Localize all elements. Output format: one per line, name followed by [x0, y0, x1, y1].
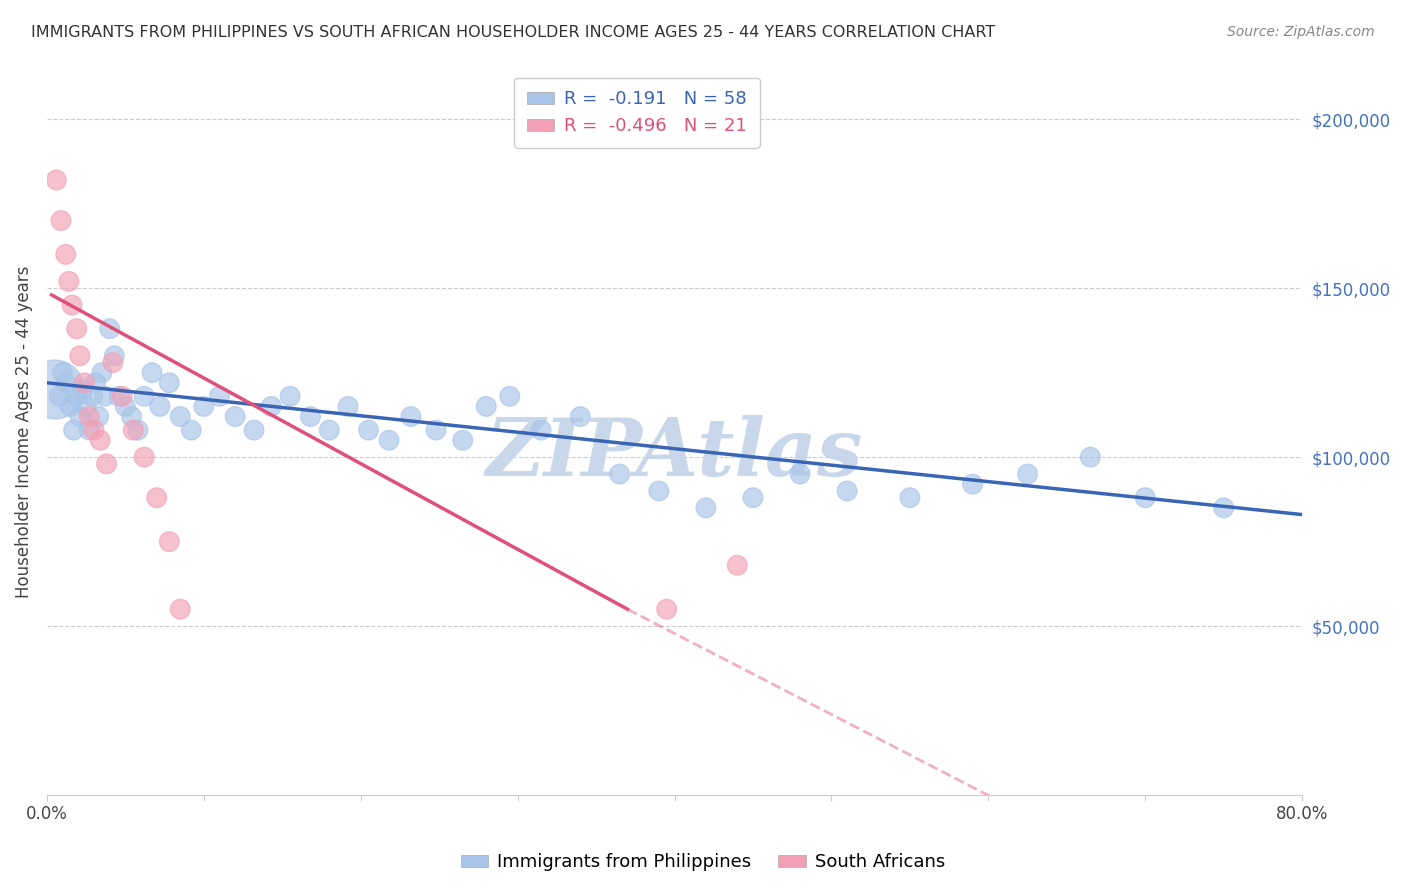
Point [73, 376, 96, 390]
Point [103, 349, 125, 363]
Point [55, 376, 77, 390]
Point [122, 423, 145, 437]
Point [260, 400, 283, 414]
Point [75, 400, 97, 414]
Point [278, 389, 301, 403]
Point [149, 400, 172, 414]
Point [475, 400, 498, 414]
Point [77, 409, 100, 424]
Point [789, 467, 811, 481]
Point [299, 409, 322, 424]
Point [127, 423, 149, 437]
Point [66, 389, 89, 403]
Point [609, 467, 631, 481]
Point [82, 389, 104, 403]
Point [108, 389, 131, 403]
Point [60, 298, 83, 312]
Point [378, 434, 401, 448]
Point [725, 558, 748, 573]
Legend: Immigrants from Philippines, South Africans: Immigrants from Philippines, South Afric… [454, 847, 952, 879]
Point [425, 423, 447, 437]
Point [1135, 491, 1157, 505]
Point [49, 213, 72, 227]
Point [169, 602, 191, 616]
Point [648, 483, 671, 498]
Point [451, 434, 474, 448]
Point [55, 247, 77, 261]
Point [48, 389, 70, 403]
Point [87, 409, 110, 424]
Point [96, 457, 118, 471]
Legend: R =  -0.191   N = 58, R =  -0.496   N = 21: R = -0.191 N = 58, R = -0.496 N = 21 [513, 78, 759, 148]
Point [94, 389, 117, 403]
Point [243, 423, 266, 437]
Text: IMMIGRANTS FROM PHILIPPINES VS SOUTH AFRICAN HOUSEHOLDER INCOME AGES 25 - 44 YEA: IMMIGRANTS FROM PHILIPPINES VS SOUTH AFR… [31, 25, 995, 40]
Point [399, 409, 422, 424]
Point [59, 400, 82, 414]
Point [655, 602, 678, 616]
Point [45, 173, 67, 187]
Point [193, 400, 215, 414]
Point [337, 400, 360, 414]
Point [1212, 500, 1234, 515]
Point [357, 423, 380, 437]
Point [62, 423, 84, 437]
Point [742, 491, 765, 505]
Point [569, 409, 592, 424]
Point [837, 483, 859, 498]
Point [77, 423, 100, 437]
Point [224, 409, 246, 424]
Point [111, 389, 134, 403]
Point [208, 389, 231, 403]
Point [52, 366, 75, 380]
Point [157, 534, 180, 549]
Point [695, 500, 717, 515]
Point [145, 491, 167, 505]
Point [98, 322, 121, 336]
Point [84, 376, 107, 390]
Point [318, 423, 340, 437]
Point [1078, 450, 1101, 464]
Point [89, 434, 111, 448]
Y-axis label: Householder Income Ages 25 - 44 years: Householder Income Ages 25 - 44 years [15, 266, 32, 598]
Point [121, 409, 143, 424]
Point [114, 400, 136, 414]
Point [83, 423, 105, 437]
Point [898, 491, 921, 505]
Point [101, 355, 124, 369]
Point [962, 477, 984, 491]
Point [1017, 467, 1039, 481]
Point [169, 409, 191, 424]
Point [72, 383, 94, 397]
Point [66, 322, 89, 336]
Point [141, 366, 163, 380]
Point [157, 376, 180, 390]
Point [90, 366, 112, 380]
Point [530, 423, 553, 437]
Point [58, 274, 80, 288]
Point [499, 389, 522, 403]
Text: ZIPAtlas: ZIPAtlas [486, 415, 863, 492]
Point [134, 450, 156, 464]
Point [180, 423, 202, 437]
Point [134, 389, 156, 403]
Text: Source: ZipAtlas.com: Source: ZipAtlas.com [1227, 25, 1375, 39]
Point [69, 349, 91, 363]
Point [44, 383, 66, 397]
Point [69, 409, 91, 424]
